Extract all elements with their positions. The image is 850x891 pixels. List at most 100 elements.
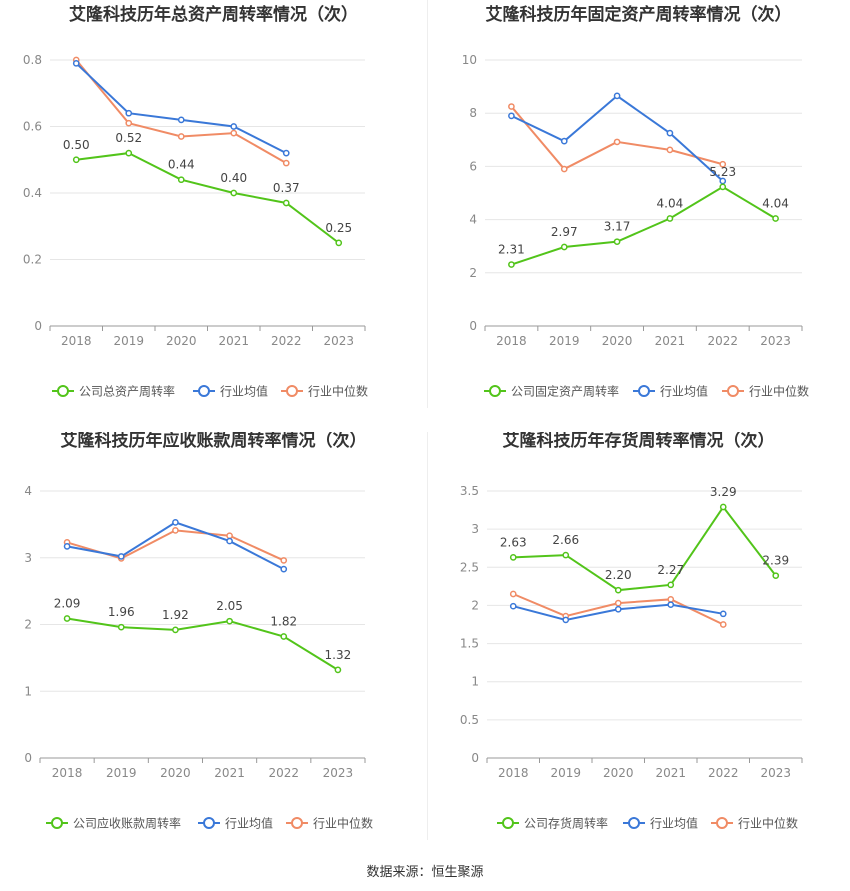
legend-item-1[interactable]: 公司总资产周转率 — [52, 384, 175, 399]
legend-label: 公司存货周转率 — [524, 816, 608, 831]
legend-item-2[interactable]: 行业均值 — [193, 384, 268, 399]
data-point — [719, 610, 727, 618]
data-point — [614, 599, 622, 607]
data-point — [334, 666, 342, 674]
y-tick-label: 4 — [24, 484, 32, 498]
data-point — [508, 103, 515, 110]
data-point — [125, 119, 133, 127]
data-point — [560, 137, 568, 145]
x-tick-label: 2018 — [61, 334, 92, 348]
chart-panel-4: 艾隆科技历年存货周转率情况（次） 0 0.5 1 1.5 2 2.5 3 3.5 2018 2019… — [460, 432, 803, 831]
data-point — [177, 133, 185, 140]
data-point — [172, 527, 179, 534]
y-tick-label: 1 — [24, 684, 32, 698]
legend-item-3[interactable]: 行业中位数 — [711, 816, 798, 831]
panel-divider-bottom — [427, 432, 428, 840]
data-point — [177, 176, 185, 184]
y-tick-label: 1 — [471, 675, 479, 689]
data-point — [508, 112, 515, 120]
data-label: 2.09 — [54, 596, 81, 610]
y-tick-label: 0 — [34, 319, 42, 333]
x-tick-label: 2020 — [160, 766, 191, 780]
y-tick-label: 3 — [471, 522, 479, 536]
y-tick-label: 4 — [469, 213, 477, 227]
data-label: 2.05 — [216, 599, 243, 613]
data-label: 1.82 — [270, 615, 297, 629]
data-point — [282, 149, 290, 157]
data-label: 4.04 — [762, 197, 789, 211]
data-point — [226, 617, 233, 625]
data-label: 0.52 — [115, 131, 142, 145]
y-tick-label: 0 — [471, 751, 479, 765]
data-point — [230, 123, 238, 130]
legend-label: 行业中位数 — [308, 384, 368, 399]
data-point — [125, 109, 133, 117]
data-label: 1.92 — [162, 608, 189, 622]
data-point — [230, 189, 238, 197]
data-point — [562, 551, 570, 559]
y-tick-label: 3.5 — [460, 484, 479, 498]
y-tick-label: 0 — [469, 319, 477, 333]
data-label: 2.31 — [498, 243, 525, 257]
data-point — [772, 572, 780, 580]
data-point — [172, 626, 179, 634]
legend-label: 行业均值 — [225, 816, 273, 831]
data-label: 4.04 — [657, 197, 684, 211]
legend-label: 行业均值 — [650, 816, 698, 831]
x-tick-label: 2023 — [323, 334, 354, 348]
legend-item-2[interactable]: 行业均值 — [623, 816, 698, 831]
legend-label: 行业中位数 — [738, 816, 798, 831]
data-point — [614, 586, 622, 594]
legend-label: 公司总资产周转率 — [79, 384, 175, 399]
data-point — [282, 199, 290, 207]
data-point — [177, 116, 185, 124]
chart-panel-3: 艾隆科技历年应收账款周转率情况（次） 0 1 2 3 4 2018 2019 2020 2021 2… — [24, 432, 373, 831]
data-point — [613, 238, 621, 246]
data-label: 2.63 — [500, 535, 527, 549]
data-point — [63, 543, 71, 550]
data-point — [282, 159, 290, 167]
data-point — [172, 519, 179, 526]
data-point — [666, 215, 674, 222]
data-label: 3.29 — [710, 485, 737, 499]
y-tick-label: 0.2 — [23, 253, 42, 267]
data-label: 1.96 — [108, 605, 135, 619]
y-tick-label: 2.5 — [460, 560, 479, 574]
y-tick-label: 0.6 — [23, 120, 42, 134]
data-point — [335, 239, 343, 247]
series-line-1 — [76, 152, 340, 244]
chart-title: 艾隆科技历年存货周转率情况（次） — [503, 432, 775, 451]
x-tick-label: 2019 — [549, 334, 580, 348]
legend-item-1[interactable]: 公司应收账款周转率 — [46, 816, 181, 831]
data-point — [667, 581, 675, 589]
series-line-3 — [510, 105, 724, 171]
data-point — [613, 138, 621, 146]
legend-item-1[interactable]: 公司固定资产周转率 — [484, 384, 619, 399]
legend-item-3[interactable]: 行业中位数 — [281, 384, 368, 399]
x-tick-label: 2022 — [271, 334, 302, 348]
legend-item-2[interactable]: 行业均值 — [633, 384, 708, 399]
legend-item-3[interactable]: 行业中位数 — [286, 816, 373, 831]
data-point — [719, 160, 727, 168]
legend-item-3[interactable]: 行业中位数 — [722, 384, 809, 399]
legend-item-1[interactable]: 公司存货周转率 — [497, 816, 608, 831]
data-point — [280, 565, 288, 573]
panel-divider-top — [427, 0, 428, 408]
x-tick-label: 2023 — [323, 766, 354, 780]
x-tick-label: 2023 — [760, 334, 791, 348]
x-tick-label: 2019 — [550, 766, 581, 780]
y-tick-label: 0.5 — [460, 713, 479, 727]
series-line-3 — [66, 529, 285, 562]
data-point — [117, 553, 125, 560]
x-tick-label: 2022 — [707, 334, 738, 348]
legend-item-2[interactable]: 行业均值 — [198, 816, 273, 831]
x-tick-label: 2020 — [602, 334, 633, 348]
y-tick-label: 6 — [469, 159, 477, 173]
y-tick-label: 8 — [469, 106, 477, 120]
data-label: 0.50 — [63, 138, 90, 152]
x-tick-label: 2021 — [214, 766, 245, 780]
data-point — [666, 146, 674, 154]
data-label: 0.37 — [273, 181, 300, 195]
data-point — [562, 616, 570, 624]
